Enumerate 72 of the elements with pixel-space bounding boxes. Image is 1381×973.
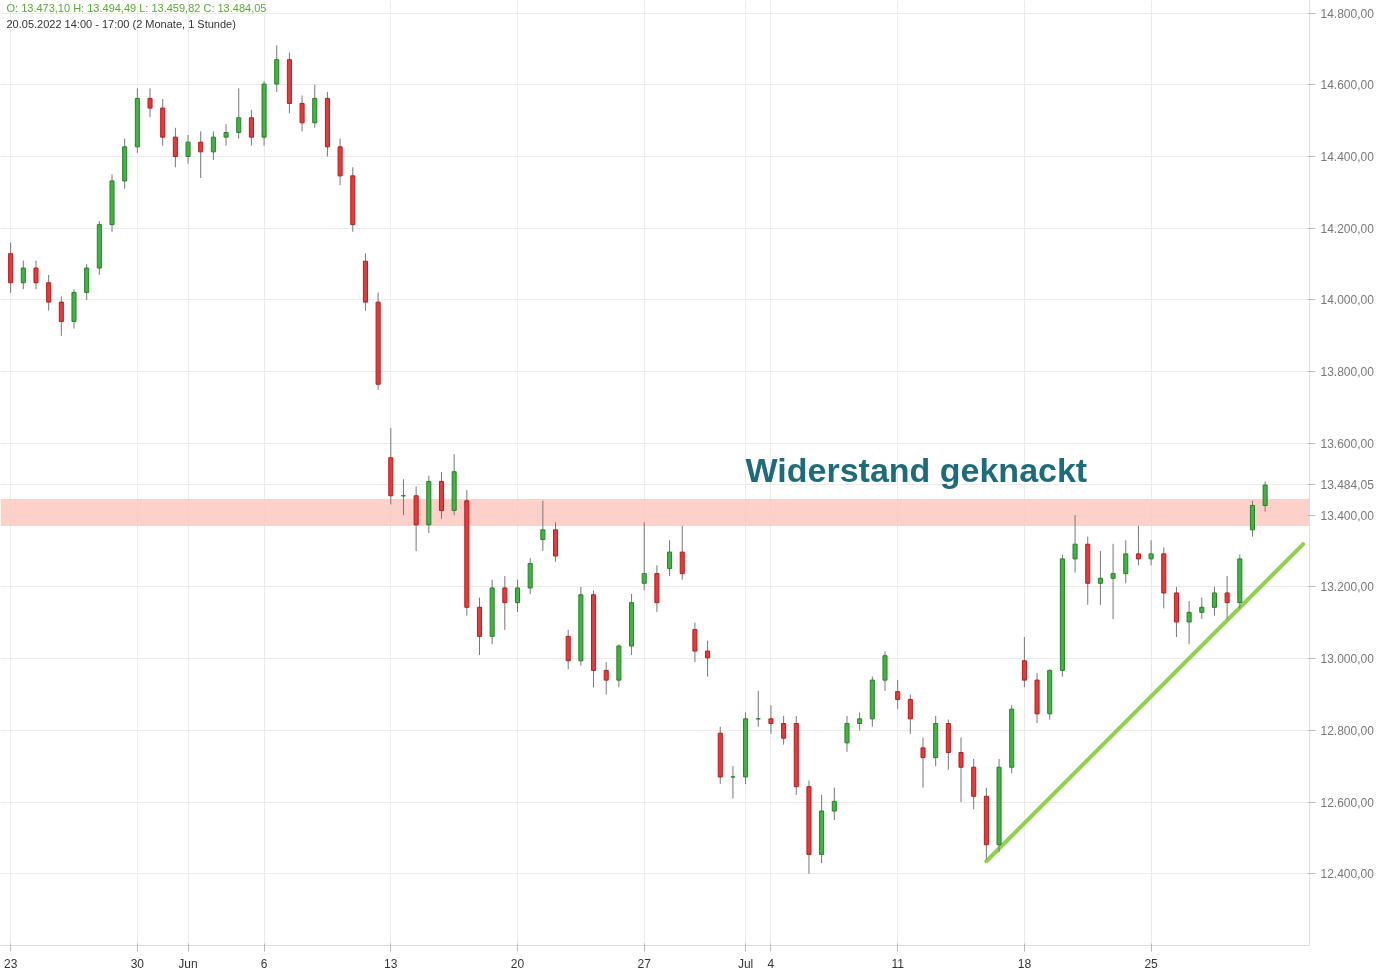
candlestick — [236, 87, 242, 140]
candlestick — [147, 87, 153, 118]
candlestick — [46, 274, 52, 312]
x-tick-label: 20 — [510, 956, 525, 971]
x-tick-label: Jul — [737, 956, 754, 971]
x-tick-label: 6 — [260, 956, 268, 971]
candlestick — [1097, 550, 1103, 606]
candlestick — [958, 736, 964, 803]
candlestick — [920, 736, 926, 789]
candlestick — [248, 109, 254, 147]
x-tick-label: 30 — [130, 956, 145, 971]
candlestick — [514, 579, 521, 613]
candlestick — [641, 521, 647, 591]
y-tick-label: 14.600,00 — [1320, 78, 1375, 93]
y-tick-label: 13.800,00 — [1320, 365, 1375, 380]
y-tick-label: 13.400,00 — [1320, 508, 1375, 523]
candlestick — [1072, 514, 1078, 574]
candlestick — [831, 787, 837, 821]
candlestick — [185, 134, 191, 165]
candlestick — [1148, 539, 1154, 566]
candlestick — [844, 715, 850, 753]
y-tick-label: 12.800,00 — [1320, 723, 1375, 738]
x-tick-label: 11 — [891, 956, 905, 971]
candlestick — [33, 260, 39, 290]
candlestick — [692, 622, 698, 663]
candlestick — [907, 693, 913, 735]
y-tick-label: 13.200,00 — [1320, 580, 1375, 595]
y-tick-label: 14.400,00 — [1320, 150, 1375, 165]
candlestick — [781, 715, 787, 746]
x-tick-label: Jun — [178, 956, 198, 971]
candlestick — [1199, 597, 1205, 620]
candlestick — [1123, 539, 1129, 584]
candlestick — [1110, 543, 1116, 620]
candlestick — [1211, 586, 1217, 617]
candlestick — [679, 525, 685, 581]
annotation: O: 13.473,10 H: 13.494,49 L: 13.459,82 C: 13.484,05 — [6, 1, 267, 14]
x-tick-label: 13 — [384, 956, 398, 971]
candlestick — [58, 295, 64, 337]
annotation: Widerstand geknackt — [745, 450, 1088, 489]
candlestick — [1186, 600, 1192, 645]
candlestick — [768, 704, 774, 735]
candlestick — [603, 661, 609, 695]
y-tick-label: 14.200,00 — [1320, 221, 1375, 236]
candlestick — [1135, 525, 1141, 566]
y-tick-label: 13.000,00 — [1320, 652, 1375, 667]
candlestick — [299, 95, 305, 132]
candlestick — [730, 765, 736, 799]
candlestick — [1021, 636, 1027, 688]
y-tick-label: 13.484,05 — [1320, 478, 1375, 493]
candlestick — [1224, 575, 1230, 620]
y-tick-label: 14.800,00 — [1320, 6, 1375, 21]
candlestick — [223, 123, 229, 147]
x-tick-label: 25 — [1144, 956, 1159, 971]
candlestick — [20, 260, 26, 290]
y-tick-label: 14.000,00 — [1320, 293, 1375, 308]
candlestick — [502, 575, 508, 631]
annotation: 20.05.2022 14:00 - 17:00 (2 Monate, 1 Stunde) — [6, 17, 236, 30]
candlestick — [540, 500, 546, 552]
candlestick — [210, 130, 216, 161]
candlestick — [705, 640, 711, 678]
candlestick — [895, 679, 901, 710]
x-tick-label: 18 — [1017, 956, 1032, 971]
y-tick-label: 12.400,00 — [1320, 867, 1375, 882]
candlestick — [1262, 480, 1268, 513]
candlestick — [667, 539, 673, 577]
candlestick — [198, 130, 204, 179]
y-tick-label: 13.600,00 — [1320, 436, 1375, 451]
x-tick-label: 27 — [637, 956, 652, 971]
x-tick-label: 23 — [3, 956, 18, 971]
candlestick — [172, 127, 178, 168]
y-tick-label: 12.600,00 — [1320, 795, 1375, 810]
x-tick-label: 4 — [767, 956, 775, 971]
